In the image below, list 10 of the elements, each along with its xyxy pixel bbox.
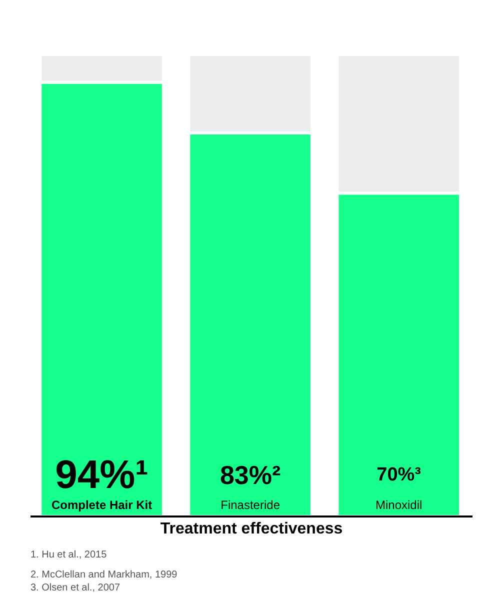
data-label: 83%² (220, 460, 281, 490)
text: 3. Olsen et al., 2007 (30, 582, 120, 593)
data-label: 94%¹ (55, 452, 148, 497)
x-tick-label: Finasteride (220, 498, 280, 512)
text: 1. Hu et al., 2015 (30, 550, 108, 560)
data-label: 70%³ (376, 464, 422, 486)
x-tick-label: Minoxidil (375, 498, 422, 512)
x-tick-label: Complete Hair Kit (51, 498, 152, 512)
text: 2. McClellan and Markham, 1999 (30, 570, 178, 580)
x-axis-title: Treatment effectiveness (160, 520, 343, 538)
